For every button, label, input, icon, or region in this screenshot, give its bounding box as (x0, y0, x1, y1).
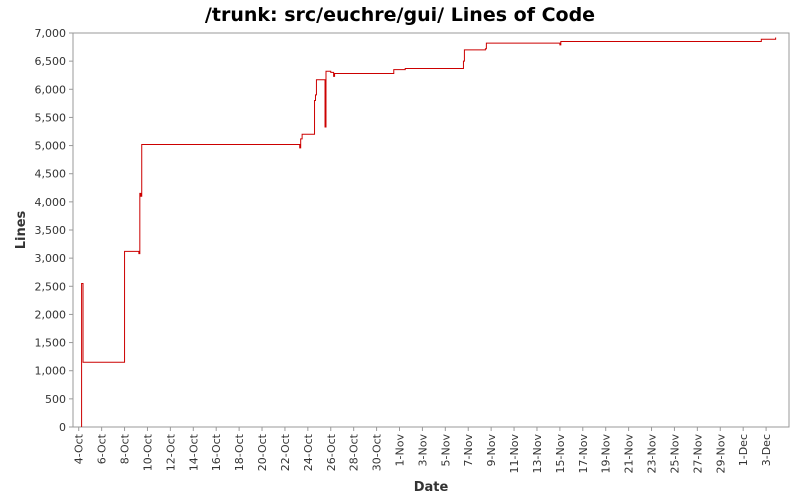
x-tick-label: 15-Nov (554, 434, 567, 474)
x-tick-label: 13-Nov (531, 434, 544, 474)
y-tick-label: 0 (59, 421, 66, 434)
series-line (81, 37, 777, 427)
x-tick-label: 21-Nov (623, 434, 636, 474)
x-tick-label: 16-Oct (210, 433, 223, 471)
x-tick-label: 11-Nov (508, 434, 521, 474)
y-tick-label: 1,500 (35, 337, 67, 350)
y-tick-label: 4,000 (35, 196, 67, 209)
y-tick-label: 1,000 (35, 365, 67, 378)
x-tick-label: 20-Oct (256, 433, 269, 471)
x-tick-label: 6-Oct (96, 433, 109, 464)
y-tick-label: 5,000 (35, 140, 67, 153)
y-tick-label: 6,000 (35, 83, 67, 96)
plot-area (72, 32, 790, 428)
y-axis: 0 500 1,000 1,500 2,000 2,500 3,000 3,500 4,000 4… (35, 27, 73, 434)
x-tick-label: 17-Nov (577, 434, 590, 474)
x-tick-label: 26-Oct (325, 433, 338, 471)
y-tick-label: 2,500 (35, 280, 67, 293)
x-tick-label: 8-Oct (119, 433, 132, 464)
y-tick-label: 7,000 (35, 27, 67, 40)
x-tick-label: 22-Oct (279, 433, 292, 471)
x-tick-label: 24-Oct (302, 433, 315, 471)
x-tick-label: 25-Nov (668, 434, 681, 474)
y-tick-label: 2,000 (35, 308, 67, 321)
y-tick-label: 500 (45, 393, 66, 406)
x-tick-label: 12-Oct (164, 433, 177, 471)
y-tick-label: 3,000 (35, 252, 67, 265)
x-tick-label: 23-Nov (646, 434, 659, 474)
x-tick-label: 29-Nov (714, 434, 727, 474)
x-axis: 4-Oct 6-Oct 8-Oct 10-Oct 12-Oct 14-Oct 16-Oct 1… (73, 427, 773, 473)
x-tick-label: 1-Dec (737, 434, 750, 466)
x-tick-label: 3-Dec (760, 434, 773, 466)
x-tick-label: 30-Oct (371, 433, 384, 471)
y-tick-label: 6,500 (35, 55, 67, 68)
y-axis-label: Lines (14, 210, 29, 249)
x-tick-label: 28-Oct (348, 433, 361, 471)
x-tick-label: 7-Nov (462, 434, 475, 467)
x-tick-label: 1-Nov (393, 434, 406, 467)
x-axis-label: Date (414, 480, 449, 495)
y-tick-label: 3,500 (35, 224, 67, 237)
x-tick-label: 9-Nov (485, 434, 498, 467)
y-tick-label: 5,500 (35, 111, 67, 124)
x-tick-label: 4-Oct (73, 433, 86, 464)
chart-title: /trunk: src/euchre/gui/ Lines of Code (205, 4, 595, 26)
x-tick-label: 18-Oct (233, 433, 246, 471)
x-tick-label: 19-Nov (600, 434, 613, 474)
y-tick-label: 4,500 (35, 168, 67, 181)
x-tick-label: 14-Oct (187, 433, 200, 471)
x-tick-label: 10-Oct (141, 433, 154, 471)
x-tick-label: 27-Nov (691, 434, 704, 474)
series-layer (81, 37, 777, 427)
x-tick-label: 5-Nov (439, 434, 452, 467)
x-tick-label: 3-Nov (416, 434, 429, 467)
